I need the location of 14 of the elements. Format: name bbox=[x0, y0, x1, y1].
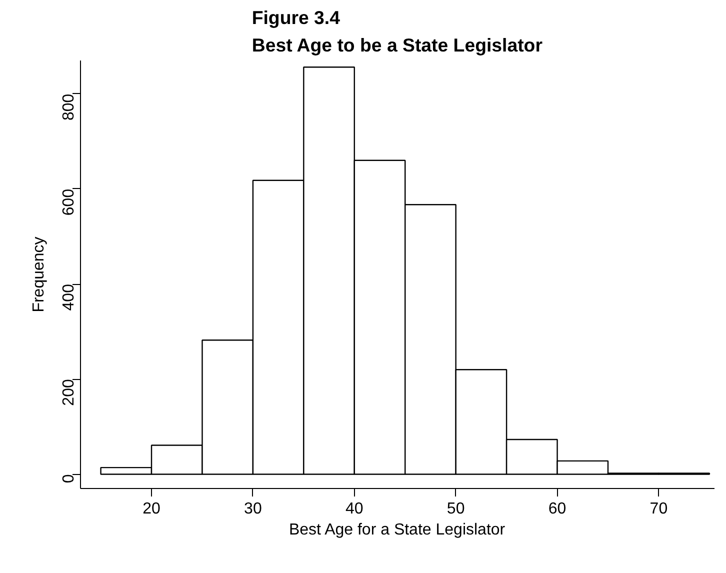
x-tick-label: 40 bbox=[345, 500, 364, 518]
x-tick-label: 30 bbox=[244, 500, 262, 518]
x-tick-label: 70 bbox=[650, 500, 668, 518]
y-tick-label: 600 bbox=[60, 188, 78, 216]
x-axis-title: Best Age for a State Legislator bbox=[288, 522, 506, 538]
y-tick-label: 200 bbox=[60, 379, 78, 406]
y-tick-label: 0 bbox=[60, 474, 78, 484]
y-tick-label: 400 bbox=[60, 284, 78, 311]
x-tick-label: 50 bbox=[446, 500, 465, 518]
y-axis-title: Frequency bbox=[30, 236, 48, 312]
x-tick-label: 20 bbox=[142, 500, 161, 518]
x-tick-label: 60 bbox=[548, 500, 566, 518]
y-tick-label: 800 bbox=[60, 94, 78, 120]
chart-title: Figure 3.4 Best Age to be a State Legislator bbox=[252, 7, 542, 56]
